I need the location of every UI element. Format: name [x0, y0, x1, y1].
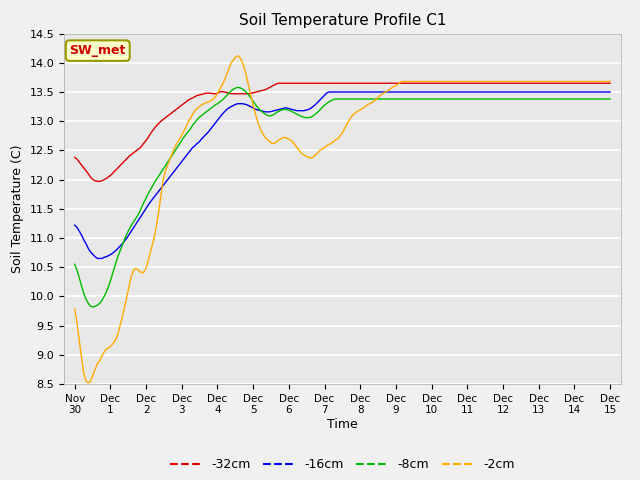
-16cm — [438, 89, 446, 95]
-8cm — [211, 102, 219, 108]
-8cm — [234, 84, 242, 90]
-16cm — [364, 89, 371, 95]
Line: -8cm: -8cm — [75, 87, 610, 307]
-8cm — [538, 96, 546, 102]
-2cm — [538, 79, 546, 84]
-16cm — [93, 255, 101, 261]
Line: -16cm: -16cm — [75, 92, 610, 258]
-8cm — [602, 96, 609, 102]
Legend: -32cm, -16cm, -8cm, -2cm: -32cm, -16cm, -8cm, -2cm — [165, 453, 520, 476]
-16cm — [602, 89, 609, 95]
-16cm — [173, 165, 180, 171]
-2cm — [364, 102, 371, 108]
-16cm — [211, 120, 219, 126]
-16cm — [325, 89, 333, 95]
-32cm — [211, 91, 219, 96]
X-axis label: Time: Time — [327, 418, 358, 431]
-8cm — [364, 96, 371, 102]
Line: -2cm: -2cm — [75, 56, 610, 383]
-32cm — [71, 155, 79, 160]
-2cm — [211, 94, 219, 99]
Title: Soil Temperature Profile C1: Soil Temperature Profile C1 — [239, 13, 446, 28]
-32cm — [438, 80, 446, 86]
-8cm — [71, 262, 79, 267]
-2cm — [606, 79, 614, 84]
-32cm — [364, 80, 371, 86]
-2cm — [84, 380, 92, 386]
-16cm — [538, 89, 546, 95]
-32cm — [93, 179, 101, 184]
-32cm — [173, 106, 180, 112]
-8cm — [606, 96, 614, 102]
Y-axis label: Soil Temperature (C): Soil Temperature (C) — [11, 144, 24, 273]
-32cm — [538, 80, 546, 86]
-2cm — [71, 306, 79, 312]
-2cm — [234, 53, 242, 59]
-16cm — [71, 222, 79, 228]
-32cm — [275, 80, 283, 86]
Line: -32cm: -32cm — [75, 83, 610, 181]
-2cm — [602, 79, 609, 84]
-8cm — [438, 96, 446, 102]
-8cm — [173, 145, 180, 151]
Text: SW_met: SW_met — [70, 44, 126, 57]
-2cm — [438, 79, 446, 84]
-8cm — [89, 304, 97, 310]
-16cm — [606, 89, 614, 95]
-32cm — [606, 80, 614, 86]
-32cm — [602, 80, 609, 86]
-2cm — [173, 141, 180, 146]
